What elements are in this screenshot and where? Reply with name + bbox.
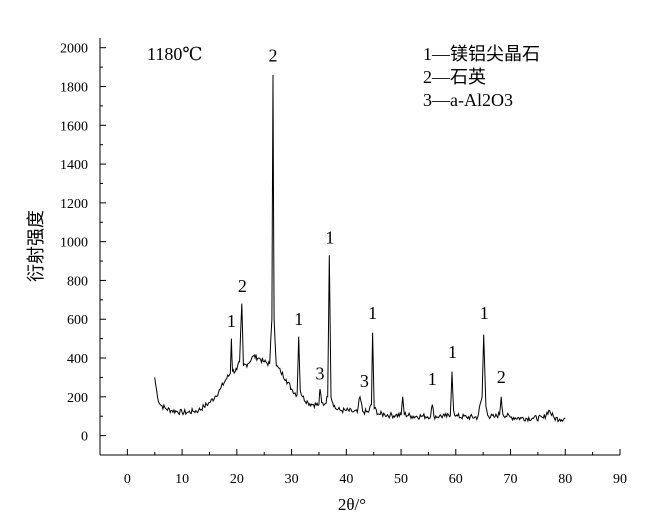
x-tick-label: 40 xyxy=(339,472,353,487)
y-tick-label: 1400 xyxy=(60,158,88,173)
x-tick-label: 80 xyxy=(558,472,572,487)
peak-label: 2 xyxy=(497,367,506,387)
x-tick-label: 60 xyxy=(449,472,463,487)
x-tick-label: 90 xyxy=(613,472,627,487)
y-tick-label: 1800 xyxy=(60,80,88,95)
peak-label: 2 xyxy=(268,45,277,65)
y-tick-label: 1600 xyxy=(60,119,88,134)
x-tick-label: 30 xyxy=(285,472,299,487)
x-tick-label: 70 xyxy=(504,472,518,487)
peak-label: 3 xyxy=(360,371,369,391)
peak-label: 2 xyxy=(238,276,247,296)
temperature-annotation: 1180℃ xyxy=(147,44,202,64)
legend: 1—镁铝尖晶石 2—石英 3—a-Al2O3 xyxy=(423,44,540,110)
peak-label: 1 xyxy=(368,303,377,323)
peak-label: 1 xyxy=(428,369,437,389)
y-tick-label: 0 xyxy=(81,430,88,445)
diffraction-pattern-line xyxy=(154,74,566,423)
y-tick-label: 1000 xyxy=(60,236,88,251)
peak-label: 1 xyxy=(294,309,303,329)
y-tick-label: 600 xyxy=(67,313,88,328)
y-tick-label: 1200 xyxy=(60,197,88,212)
axes xyxy=(99,38,620,456)
x-axis-label: 2θ/° xyxy=(338,495,366,514)
peak-label: 1 xyxy=(227,311,236,331)
tick-labels: 0 200 400 600 800 1000 1200 1400 1600 1800 2000 0 10… xyxy=(60,42,627,487)
y-tick-label: 400 xyxy=(67,352,88,367)
y-tick-label: 200 xyxy=(67,391,88,406)
y-tick-label: 800 xyxy=(67,274,88,289)
legend-entry-3: 3—a-Al2O3 xyxy=(423,90,513,110)
x-tick-label: 10 xyxy=(175,472,189,487)
peak-label: 1 xyxy=(325,228,334,248)
peak-label: 3 xyxy=(316,363,325,383)
legend-entry-1: 1—镁铝尖晶石 xyxy=(423,44,540,64)
peak-label: 1 xyxy=(480,303,489,323)
x-tick-label: 50 xyxy=(394,472,408,487)
tick-marks xyxy=(99,47,621,455)
y-axis-label: 衍射强度 xyxy=(26,210,47,282)
y-tick-label: 2000 xyxy=(60,42,88,57)
x-tick-label: 20 xyxy=(230,472,244,487)
legend-entry-2: 2—石英 xyxy=(423,67,486,87)
x-tick-label: 0 xyxy=(124,472,131,487)
peak-label: 1 xyxy=(448,342,457,362)
